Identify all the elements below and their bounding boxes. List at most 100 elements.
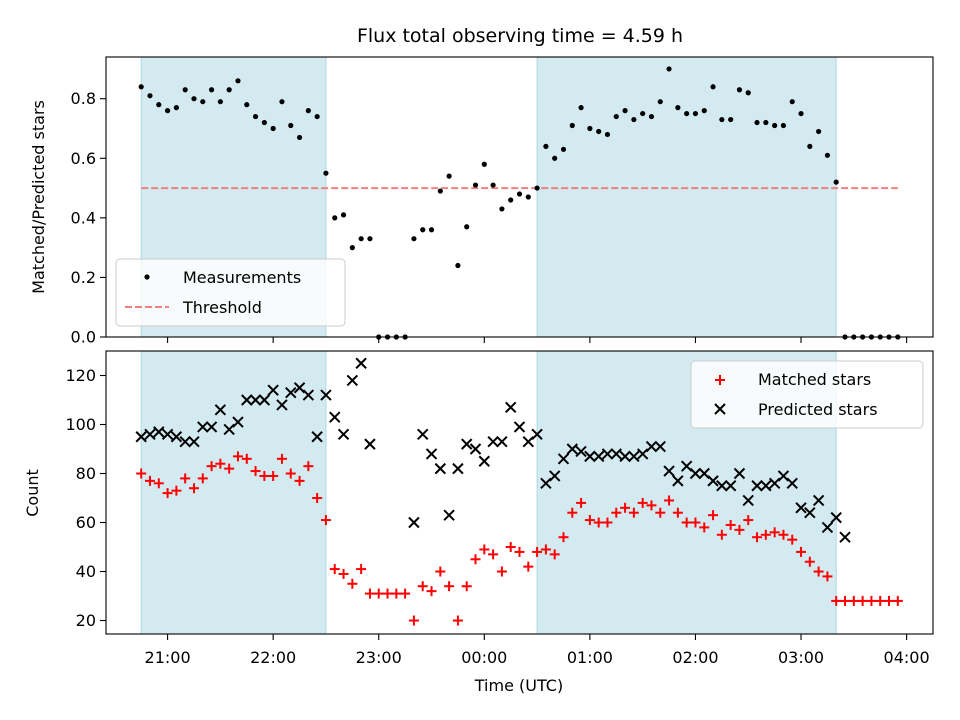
predicted-stars-legend-marker <box>714 403 726 415</box>
measurement-point <box>587 125 593 132</box>
measurement-point <box>728 116 734 123</box>
predicted-star-point <box>170 431 183 443</box>
x-b <box>311 431 323 443</box>
matched-star-point <box>523 561 534 572</box>
x-b <box>628 450 640 463</box>
matched-star-point <box>611 507 622 518</box>
matched-star-point <box>716 529 727 540</box>
x-b <box>329 411 341 423</box>
bottom-y-tick-label: 40 <box>76 562 96 581</box>
predicted-star-point <box>153 426 165 438</box>
x-b <box>768 477 781 490</box>
measurement-point <box>622 108 628 114</box>
x-b <box>592 450 605 463</box>
bottom-y-tick-label: 80 <box>76 464 96 483</box>
measurement-point <box>631 116 637 123</box>
measurement-point <box>719 116 725 123</box>
predicted-star-point <box>680 460 693 472</box>
measurement-point <box>323 170 329 176</box>
bottom-legend: Matched stars Predicted stars <box>690 360 924 429</box>
matched-star-point <box>232 451 243 462</box>
x-b <box>795 502 807 514</box>
predicted-star-point <box>777 470 790 482</box>
matched-star-point <box>796 546 807 557</box>
predicted-star-point <box>249 394 262 406</box>
measurement-point <box>604 131 611 138</box>
x-tick-label: 00:00 <box>461 648 507 667</box>
measurement-point <box>156 102 162 108</box>
predicted-star-point <box>663 465 675 477</box>
matched-star-point <box>294 475 305 486</box>
measurement-point <box>833 179 839 185</box>
predicted-star-point <box>452 462 464 475</box>
x-b <box>821 521 834 534</box>
matched-star-point <box>681 517 692 528</box>
measurement-point <box>358 236 364 242</box>
measurement-point <box>235 78 241 84</box>
measurement-point <box>446 173 452 179</box>
matched-star-point <box>514 546 525 557</box>
predicted-star-point <box>804 507 816 519</box>
x-b <box>751 480 763 492</box>
measurement-point <box>296 134 303 141</box>
measurement-point <box>613 113 619 120</box>
predicted-star-point <box>724 480 737 492</box>
predicted-star-point <box>320 389 332 401</box>
x-b <box>733 467 746 480</box>
matched-star-point <box>144 475 155 486</box>
x-b <box>337 428 350 441</box>
predicted-star-point <box>337 428 350 441</box>
matched-star-point <box>558 532 569 543</box>
top-y-tick-label: 0.6 <box>71 149 96 168</box>
predicted-star-point <box>566 443 578 455</box>
predicted-star-point <box>285 386 297 399</box>
x-b <box>812 494 825 507</box>
x-b <box>716 480 728 492</box>
matched-star-point <box>743 515 754 526</box>
matched-star-point <box>840 595 851 606</box>
matched-stars-legend-label: Matched stars <box>758 370 871 389</box>
matched-star-point <box>206 461 217 472</box>
predicted-star-point <box>205 421 218 433</box>
measurement-point <box>824 152 831 158</box>
measurement-point <box>640 110 646 117</box>
x-b <box>566 443 578 455</box>
matched-star-point <box>479 544 490 555</box>
predicted-star-point <box>698 467 710 480</box>
predicted-star-point <box>830 511 842 524</box>
x-tick-label: 22:00 <box>250 648 296 667</box>
measurement-point <box>648 113 655 120</box>
measurement-point <box>508 197 514 203</box>
x-b <box>346 374 359 387</box>
measurement-point <box>534 185 540 191</box>
top-panel: 0.0 0.2 0.4 0.6 0.8 Flux total observing tim… <box>29 25 934 347</box>
x-b <box>760 480 772 492</box>
matched-star-point <box>655 507 666 518</box>
matched-star-point <box>180 473 191 484</box>
measurement-point <box>314 113 320 120</box>
measurements-legend-marker <box>144 274 150 280</box>
measurement-point <box>807 143 813 149</box>
measurement-point <box>763 119 769 126</box>
shaded-region-2 <box>536 56 837 338</box>
matched-star-point <box>391 588 402 599</box>
bottom-legend-box <box>690 360 924 429</box>
measurement-point <box>147 93 153 99</box>
matched-star-point <box>567 507 578 518</box>
x-b <box>214 404 227 416</box>
predicted-star-point <box>768 477 781 490</box>
top-y-ticks: 0.0 0.2 0.4 0.6 0.8 <box>71 89 106 347</box>
matched-star-point <box>320 515 331 526</box>
x-b <box>636 448 649 460</box>
x-b <box>320 389 332 401</box>
matched-star-point <box>708 510 719 521</box>
measurement-point <box>789 99 795 105</box>
x-b <box>575 445 587 458</box>
measurement-point <box>684 110 690 117</box>
matched-star-point <box>215 458 226 469</box>
matched-star-point <box>408 615 419 626</box>
x-b <box>540 477 552 490</box>
measurement-point <box>754 119 760 126</box>
measurement-point <box>437 188 443 194</box>
